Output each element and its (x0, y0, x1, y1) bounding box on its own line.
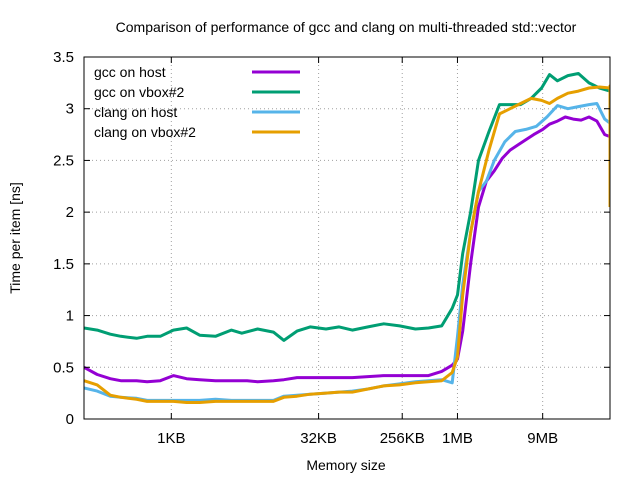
y-tick-label: 2.5 (53, 152, 74, 169)
x-tick-label: 256KB (380, 430, 425, 447)
plot-border (83, 56, 611, 420)
x-tick-label: 1KB (157, 430, 185, 447)
y-tick-label: 1 (66, 308, 74, 325)
grid (84, 57, 610, 419)
y-ticks: 0 0.5 1 1.5 2 2.5 3 3.5 (53, 49, 610, 428)
series-line-clang-on-host (84, 102, 610, 402)
x-tick-label: 1MB (442, 430, 473, 447)
series-line-clang-on-vbox-2 (84, 84, 610, 404)
chart-title: Comparison of performance of gcc and cla… (116, 19, 577, 35)
legend: gcc on host gcc on vbox#2 clang on host cla… (94, 64, 300, 140)
x-tick-label: 9MB (527, 430, 558, 447)
x-tick-label: 32KB (300, 430, 337, 447)
series-lines (84, 72, 610, 404)
legend-label: gcc on vbox#2 (94, 84, 184, 100)
x-axis-label: Memory size (306, 457, 386, 473)
y-tick-label: 1.5 (53, 256, 74, 273)
series-line-gcc-on-host (84, 115, 610, 384)
y-tick-label: 3 (66, 101, 74, 118)
y-axis-label: Time per item [ns] (7, 182, 23, 294)
y-tick-label: 3.5 (53, 49, 74, 66)
series-line-gcc-on-vbox-2 (84, 72, 610, 342)
y-tick-label: 0.5 (53, 359, 74, 376)
legend-label: clang on vbox#2 (94, 124, 196, 140)
y-tick-label: 0 (66, 411, 74, 428)
legend-label: clang on host (94, 104, 177, 120)
x-ticks: 1KB 32KB 256KB 1MB 9MB (157, 57, 558, 447)
legend-label: gcc on host (94, 64, 166, 80)
y-tick-label: 2 (66, 204, 74, 221)
